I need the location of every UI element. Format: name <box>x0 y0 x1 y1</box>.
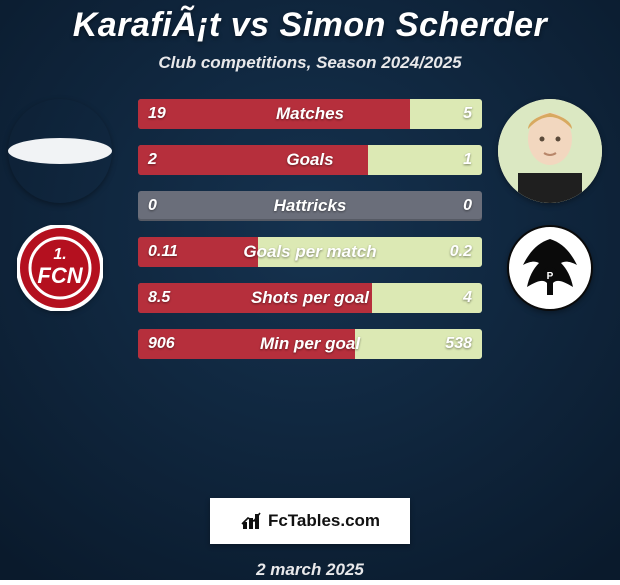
stat-row: 0.110.2Goals per match <box>138 237 482 267</box>
comparison-date: 2 march 2025 <box>256 560 364 580</box>
stat-fill-right <box>258 237 482 267</box>
svg-text:1.: 1. <box>53 246 66 263</box>
stat-value-right: 4 <box>463 289 472 307</box>
stat-row: 195Matches <box>138 99 482 129</box>
left-club-badge: 1. FCN <box>17 225 103 311</box>
stat-value-left: 19 <box>148 105 166 123</box>
stat-row: 8.54Shots per goal <box>138 283 482 313</box>
stat-value-right: 1 <box>463 151 472 169</box>
right-player-photo <box>498 99 602 203</box>
stat-value-right: 538 <box>445 335 472 353</box>
stat-label: Hattricks <box>138 196 482 216</box>
comparison-subtitle: Club competitions, Season 2024/2025 <box>158 53 461 73</box>
stat-row: 0 0Hattricks <box>138 191 482 221</box>
stat-fill-left <box>138 283 372 313</box>
left-player-column: 1. FCN <box>0 99 120 311</box>
stat-row: 906538Min per goal <box>138 329 482 359</box>
stat-value-left: 0.11 <box>148 243 178 261</box>
svg-text:P: P <box>547 271 554 282</box>
stat-value-right: 5 <box>463 105 472 123</box>
stat-value-left: 2 <box>148 151 157 169</box>
comparison-arena: 1. FCN <box>0 99 620 480</box>
stat-value-left: 8.5 <box>148 289 170 307</box>
svg-text:FCN: FCN <box>37 263 83 288</box>
right-club-badge: P <box>507 225 593 311</box>
stat-value-right: 0 <box>463 197 472 215</box>
right-player-column: P <box>490 99 610 311</box>
branding-text: FcTables.com <box>268 511 380 531</box>
branding-logo-icon <box>240 510 262 532</box>
stat-fill-left <box>138 99 410 129</box>
stat-row: 21Goals <box>138 145 482 175</box>
left-player-photo <box>8 99 112 203</box>
left-player-silhouette-icon <box>8 138 112 164</box>
branding-badge[interactable]: FcTables.com <box>210 498 410 544</box>
stat-value-left: 0 <box>148 197 157 215</box>
stat-bars: 195Matches21Goals00Hattricks0.110.2Goals… <box>138 99 482 359</box>
stat-value-left: 906 <box>148 335 175 353</box>
comparison-title: KarafiÃ¡t vs Simon Scherder <box>73 6 548 45</box>
stat-value-right: 0.2 <box>450 243 472 261</box>
stat-fill-left <box>138 145 368 175</box>
